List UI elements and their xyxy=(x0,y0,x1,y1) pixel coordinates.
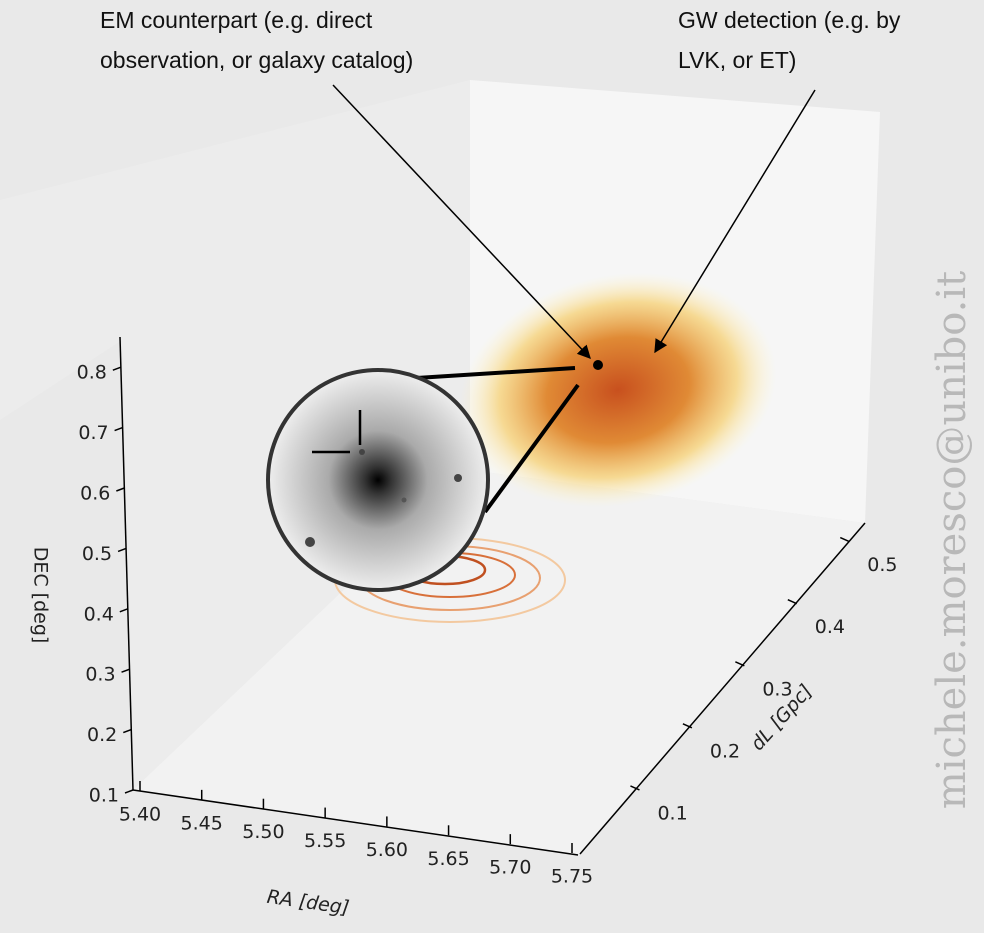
z-tick-label: 0.1 xyxy=(657,802,687,824)
z-tick-label: 0.5 xyxy=(867,554,897,576)
y-tick-label: 0.8 xyxy=(77,362,107,384)
y-tick-label: 0.5 xyxy=(82,543,112,565)
tick-mark xyxy=(120,609,128,612)
chart: DEC [deg] RA [deg] dL [Gpc] EM counterpa… xyxy=(0,0,984,929)
z-tick-label: 0.4 xyxy=(815,616,845,638)
y-tick-label: 0.1 xyxy=(89,785,119,807)
y-tick-label: 0.7 xyxy=(78,422,108,444)
tick-mark xyxy=(116,488,124,491)
tick-mark xyxy=(122,669,130,672)
tick-mark xyxy=(113,367,121,370)
tick-mark xyxy=(118,548,126,551)
watermark: michele.moresco@unibo.it xyxy=(929,271,975,809)
x-tick-label: 5.45 xyxy=(181,812,223,834)
em-point xyxy=(593,360,603,370)
x-tick-label: 5.50 xyxy=(242,821,284,843)
x-tick-label: 5.75 xyxy=(551,866,593,888)
y-tick-label: 0.3 xyxy=(85,664,115,686)
annotation: observation, or galaxy catalog) xyxy=(100,47,413,73)
z-tick-label: 0.2 xyxy=(710,740,740,762)
y-tick-label: 0.2 xyxy=(87,724,117,746)
z-tick-label: 0.3 xyxy=(762,678,792,700)
y-tick-label: 0.4 xyxy=(84,603,114,625)
annotation: GW detection (e.g. by xyxy=(678,7,901,33)
tick-mark xyxy=(125,790,133,793)
tick-mark xyxy=(115,428,123,431)
annotation: EM counterpart (e.g. direct xyxy=(100,7,373,33)
x-tick-label: 5.60 xyxy=(366,839,408,861)
x-tick-label: 5.70 xyxy=(489,857,531,879)
x-axis-label: RA [deg] xyxy=(266,886,351,919)
y-axis-label: DEC [deg] xyxy=(30,547,52,644)
y-tick-label: 0.6 xyxy=(80,483,110,505)
x-tick-label: 5.65 xyxy=(427,848,469,870)
x-tick-label: 5.55 xyxy=(304,830,346,852)
x-tick-label: 5.40 xyxy=(119,804,161,826)
zoom-inset xyxy=(268,370,488,590)
tick-mark xyxy=(123,730,131,733)
annotation: LVK, or ET) xyxy=(678,47,796,73)
